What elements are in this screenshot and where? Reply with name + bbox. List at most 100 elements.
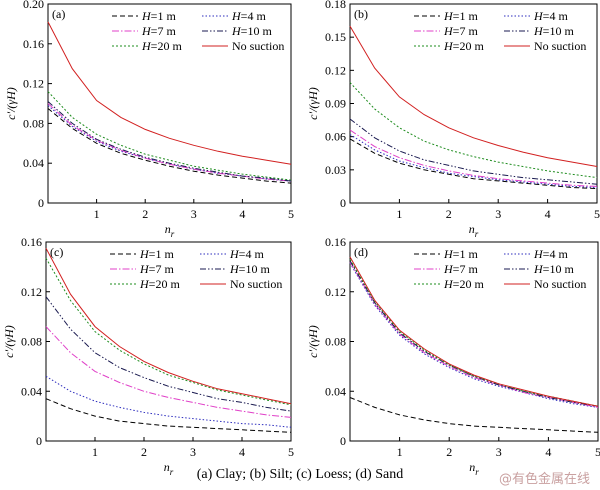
x-tick-label: 1 — [92, 445, 98, 459]
y-tick-label: 0.16 — [21, 235, 42, 249]
x-tick-label: 3 — [191, 207, 197, 221]
legend: H=1 m H=4 m H=7 m H=10 m H=20 m No suction — [110, 247, 282, 291]
y-tick-label: 0.08 — [21, 335, 42, 349]
series-line-h-20-m — [349, 82, 598, 179]
x-tick-label: 1 — [94, 207, 100, 221]
legend-label: No suction — [232, 39, 284, 53]
series-line-h-4-m — [349, 262, 599, 408]
series-line-h-10-m — [349, 260, 599, 407]
legend-label: H=1 m — [443, 247, 478, 261]
legend-label: H=1 m — [443, 9, 478, 23]
x-tick-label: 5 — [594, 207, 600, 221]
panel-label: (b) — [354, 7, 368, 21]
panel-label: (d) — [354, 245, 368, 259]
legend-label: H=10 m — [533, 24, 574, 38]
legend-label: H=7 m — [141, 24, 176, 38]
y-tick-label: 0.09 — [325, 97, 346, 111]
legend-label: H=20 m — [443, 277, 484, 291]
y-axis-label: c'/(γH) — [306, 325, 320, 358]
series-line-h-7-m — [47, 103, 292, 182]
y-axis-label: c'/(γH) — [306, 87, 320, 120]
y-tick-label: 0.15 — [325, 30, 346, 44]
legend-label: H=4 m — [533, 247, 568, 261]
x-tick-label: 1 — [397, 445, 403, 459]
legend-label: No suction — [534, 277, 586, 291]
series-line-h-4-m — [349, 134, 598, 188]
series-line-h-1-m — [349, 138, 598, 190]
legend-label: H=10 m — [231, 24, 272, 38]
x-tick-label: 4 — [239, 445, 245, 459]
x-tick-label: 2 — [446, 207, 452, 221]
y-tick-label: 0.12 — [21, 285, 42, 299]
series-line-h-7-m — [45, 326, 292, 418]
y-tick-label: 0 — [36, 434, 42, 448]
legend-label: H=10 m — [229, 262, 270, 276]
x-tick-label: 1 — [396, 207, 402, 221]
x-axis-label: nr — [469, 460, 479, 477]
y-tick-label: 0.06 — [325, 130, 346, 144]
legend-label: H=4 m — [229, 247, 264, 261]
chart-panel-a: 1 2 3 4 5 0 0.04 0.08 0.12 0.16 0.20 nr c'/(γH) (a) H=… — [4, 0, 294, 239]
x-tick-label: 3 — [495, 207, 501, 221]
y-axis-label: c'/(γH) — [2, 325, 16, 358]
legend-label: H=1 m — [141, 9, 176, 23]
x-tick-label: 5 — [288, 207, 294, 221]
legend-label: H=1 m — [139, 247, 174, 261]
legend-label: No suction — [230, 277, 282, 291]
series-line-h-10-m — [47, 101, 292, 182]
y-tick-label: 0.04 — [23, 156, 44, 170]
series-line-h-1-m — [47, 108, 292, 184]
y-tick-label: 0 — [340, 196, 346, 210]
x-tick-label: 2 — [141, 445, 147, 459]
series-line-h-1-m — [45, 398, 292, 433]
figure-caption: (a) Clay; (b) Silt; (c) Loess; (d) Sand — [196, 467, 404, 482]
legend-label: H=4 m — [231, 9, 266, 23]
series-line-h-10-m — [45, 296, 292, 412]
y-tick-label: 0.16 — [325, 235, 346, 249]
y-tick-label: 0.12 — [325, 285, 346, 299]
x-tick-label: 3 — [496, 445, 502, 459]
legend-label: H=4 m — [533, 9, 568, 23]
x-tick-label: 5 — [595, 445, 600, 459]
watermark: @有色金属在线 — [498, 472, 590, 487]
legend-label: H=20 m — [443, 39, 484, 53]
legend: H=1 m H=4 m H=7 m H=10 m H=20 m No suction — [414, 247, 586, 291]
x-axis-label: nr — [164, 460, 174, 477]
x-tick-label: 4 — [545, 207, 551, 221]
y-tick-label: 0.16 — [23, 37, 44, 51]
y-tick-label: 0 — [38, 196, 44, 210]
series-line-no-suction — [349, 25, 598, 167]
x-tick-label: 2 — [142, 207, 148, 221]
y-tick-label: 0.04 — [21, 384, 42, 398]
y-tick-label: 0.08 — [325, 335, 346, 349]
legend-label: H=20 m — [141, 39, 182, 53]
series-line-no-suction — [45, 247, 292, 405]
series-line-h-10-m — [349, 118, 598, 185]
y-tick-label: 0.03 — [325, 163, 346, 177]
chart-panel-b: 1 2 3 4 5 0 0.03 0.06 0.09 0.12 0.15 0.18 nr c'/(γH) (… — [306, 0, 600, 239]
y-tick-label: 0 — [340, 434, 346, 448]
x-tick-label: 5 — [288, 445, 294, 459]
y-tick-label: 0.04 — [325, 384, 346, 398]
legend-label: H=7 m — [443, 24, 478, 38]
y-tick-label: 0.08 — [23, 116, 44, 130]
series-line-h-7-m — [349, 129, 598, 187]
y-tick-label: 0.18 — [325, 0, 346, 11]
series-line-h-1-m — [349, 397, 599, 433]
legend: H=1 m H=4 m H=7 m H=10 m H=20 m No suction — [414, 9, 586, 53]
chart-panel-d: 1 2 3 4 5 0 0.04 0.08 0.12 0.16 nr c'/(γH) (d) H=1 m H… — [306, 235, 600, 477]
x-tick-label: 3 — [190, 445, 196, 459]
x-tick-label: 4 — [239, 207, 245, 221]
series-line-h-4-m — [47, 105, 292, 182]
x-tick-label: 4 — [545, 445, 551, 459]
legend: H=1 m H=4 m H=7 m H=10 m H=20 m No suction — [112, 9, 284, 53]
legend-label: H=20 m — [139, 277, 180, 291]
x-tick-label: 2 — [446, 445, 452, 459]
legend-label: H=7 m — [139, 262, 174, 276]
y-tick-label: 0.12 — [325, 63, 346, 77]
legend-label: No suction — [534, 39, 586, 53]
x-axis-label: nr — [469, 222, 479, 239]
y-tick-label: 0.12 — [23, 77, 44, 91]
series-line-no-suction — [47, 21, 292, 165]
